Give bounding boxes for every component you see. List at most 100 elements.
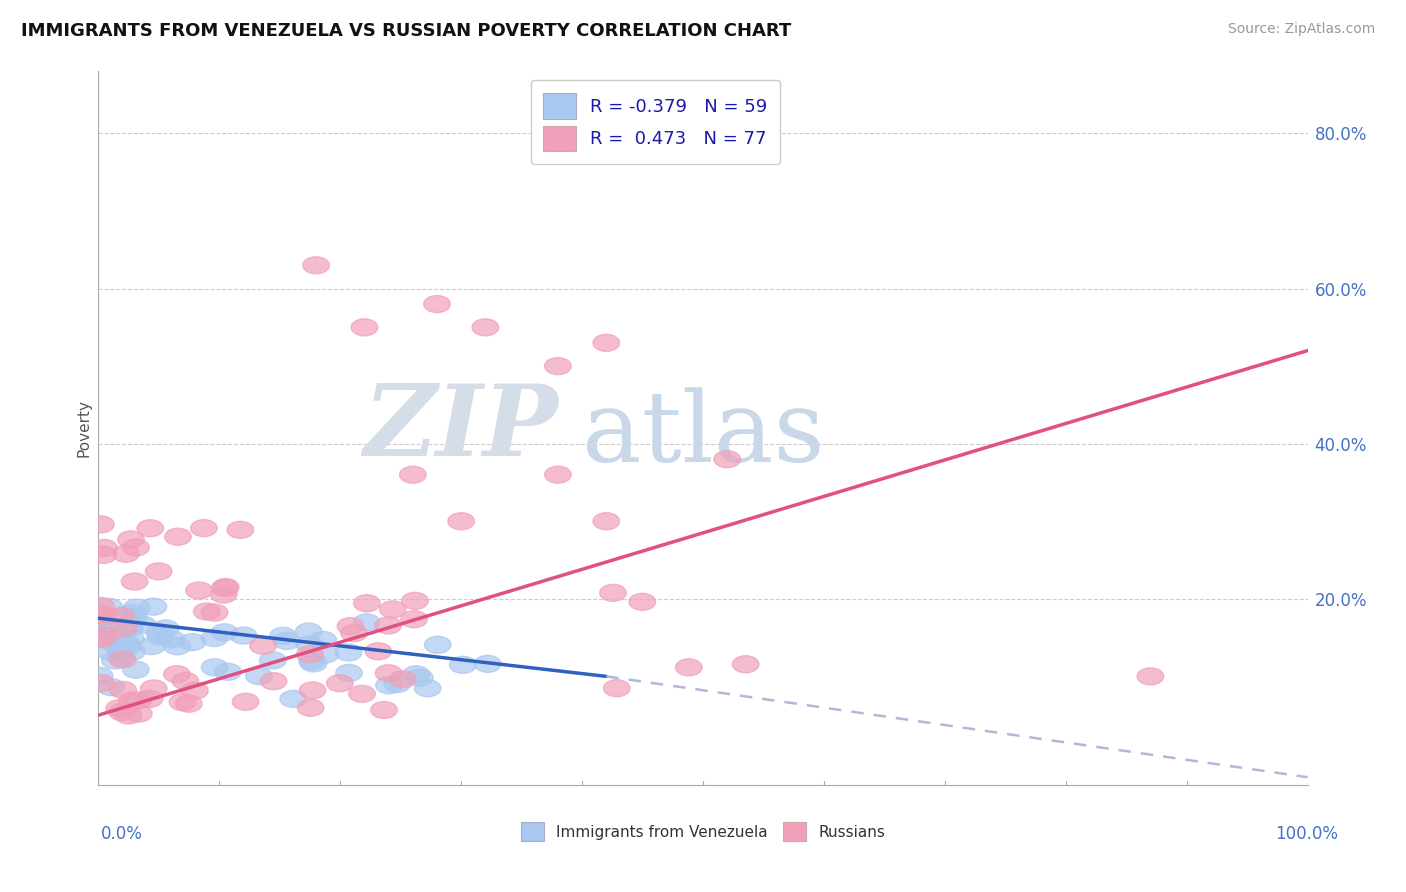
Ellipse shape — [335, 644, 361, 661]
Ellipse shape — [91, 627, 118, 644]
Ellipse shape — [201, 604, 228, 621]
Ellipse shape — [107, 638, 134, 655]
Ellipse shape — [129, 616, 156, 633]
Ellipse shape — [89, 623, 115, 640]
Ellipse shape — [105, 699, 132, 717]
Ellipse shape — [114, 638, 141, 655]
Ellipse shape — [172, 673, 198, 690]
Ellipse shape — [121, 573, 148, 591]
Text: IMMIGRANTS FROM VENEZUELA VS RUSSIAN POVERTY CORRELATION CHART: IMMIGRANTS FROM VENEZUELA VS RUSSIAN POV… — [21, 22, 792, 40]
Ellipse shape — [1137, 668, 1164, 685]
Ellipse shape — [274, 632, 301, 649]
Ellipse shape — [260, 673, 287, 690]
Ellipse shape — [297, 636, 323, 653]
Ellipse shape — [295, 623, 322, 640]
Ellipse shape — [366, 643, 391, 660]
Ellipse shape — [299, 652, 325, 670]
Ellipse shape — [544, 358, 571, 375]
Ellipse shape — [118, 692, 145, 709]
Ellipse shape — [232, 693, 259, 710]
Ellipse shape — [110, 681, 136, 698]
Ellipse shape — [384, 675, 411, 692]
Ellipse shape — [449, 513, 474, 530]
Ellipse shape — [340, 624, 367, 641]
Ellipse shape — [115, 706, 142, 724]
Ellipse shape — [86, 667, 112, 684]
Ellipse shape — [389, 671, 416, 688]
Ellipse shape — [312, 646, 339, 663]
Ellipse shape — [337, 617, 364, 635]
Ellipse shape — [211, 580, 238, 597]
Ellipse shape — [191, 519, 217, 537]
Ellipse shape — [299, 681, 326, 699]
Ellipse shape — [226, 521, 253, 539]
Ellipse shape — [423, 295, 450, 312]
Ellipse shape — [353, 614, 380, 631]
Ellipse shape — [336, 665, 363, 681]
Ellipse shape — [402, 592, 429, 609]
Ellipse shape — [108, 704, 135, 721]
Ellipse shape — [165, 638, 190, 655]
Ellipse shape — [215, 664, 242, 681]
Ellipse shape — [87, 598, 114, 615]
Ellipse shape — [280, 690, 307, 707]
Ellipse shape — [163, 665, 190, 682]
Ellipse shape — [159, 631, 186, 648]
Ellipse shape — [101, 652, 128, 669]
Ellipse shape — [122, 661, 149, 678]
Ellipse shape — [91, 540, 118, 557]
Ellipse shape — [404, 665, 429, 683]
Ellipse shape — [118, 643, 145, 660]
Text: 0.0%: 0.0% — [101, 825, 143, 843]
Legend: Immigrants from Venezuela, Russians: Immigrants from Venezuela, Russians — [513, 814, 893, 848]
Ellipse shape — [211, 586, 238, 603]
Ellipse shape — [675, 659, 702, 676]
Ellipse shape — [603, 680, 630, 697]
Ellipse shape — [121, 608, 148, 625]
Ellipse shape — [141, 680, 167, 697]
Ellipse shape — [115, 615, 142, 633]
Ellipse shape — [380, 601, 406, 618]
Ellipse shape — [714, 450, 741, 467]
Text: ZIP: ZIP — [363, 380, 558, 476]
Ellipse shape — [98, 679, 124, 696]
Ellipse shape — [110, 619, 136, 637]
Ellipse shape — [141, 598, 167, 615]
Ellipse shape — [201, 659, 228, 676]
Ellipse shape — [165, 528, 191, 545]
Ellipse shape — [146, 624, 173, 640]
Ellipse shape — [136, 520, 163, 537]
Y-axis label: Poverty: Poverty — [76, 399, 91, 458]
Ellipse shape — [148, 628, 174, 646]
Ellipse shape — [108, 649, 135, 666]
Ellipse shape — [375, 677, 402, 694]
Ellipse shape — [89, 606, 115, 623]
Ellipse shape — [415, 680, 441, 697]
Ellipse shape — [112, 545, 139, 562]
Ellipse shape — [309, 632, 336, 648]
Ellipse shape — [231, 627, 257, 644]
Ellipse shape — [100, 634, 127, 651]
Ellipse shape — [298, 699, 323, 716]
Ellipse shape — [406, 669, 433, 686]
Ellipse shape — [250, 637, 277, 655]
Ellipse shape — [375, 617, 402, 634]
Ellipse shape — [97, 643, 124, 660]
Ellipse shape — [600, 584, 626, 601]
Text: atlas: atlas — [582, 387, 825, 483]
Ellipse shape — [125, 705, 152, 722]
Ellipse shape — [87, 674, 114, 691]
Ellipse shape — [201, 630, 228, 647]
Ellipse shape — [401, 611, 427, 628]
Ellipse shape — [472, 318, 499, 336]
Ellipse shape — [186, 582, 212, 599]
Ellipse shape — [118, 605, 145, 622]
Text: 100.0%: 100.0% — [1275, 825, 1339, 843]
Ellipse shape — [212, 578, 239, 596]
Ellipse shape — [118, 531, 145, 548]
Ellipse shape — [349, 685, 375, 702]
Ellipse shape — [136, 690, 163, 707]
Ellipse shape — [118, 631, 145, 648]
Ellipse shape — [450, 657, 477, 673]
Ellipse shape — [302, 257, 329, 274]
